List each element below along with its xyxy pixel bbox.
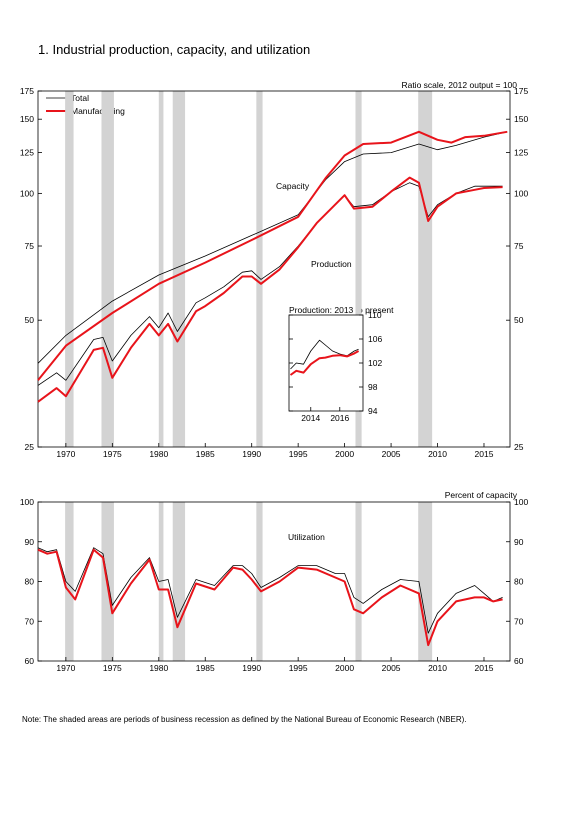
inset-ytick-label-right: 94: [368, 406, 378, 416]
inset-ytick-label-right: 102: [368, 358, 382, 368]
inset-xtick-label: 2016: [330, 413, 349, 423]
levels-ytick-label-left: 175: [20, 86, 34, 96]
utilization-ytick-label-left: 70: [25, 616, 35, 626]
inset-title: Production: 2013 to present: [289, 305, 394, 315]
production-label: Production: [311, 259, 352, 269]
levels-xtick-label: 1970: [56, 449, 75, 459]
utilization-xtick-label: 2005: [382, 663, 401, 673]
levels-capacity-manufacturing-line: [37, 130, 508, 381]
levels-xtick-label: 1985: [196, 449, 215, 459]
levels-recession-band: [158, 91, 164, 447]
levels-xtick-label: 1975: [103, 449, 122, 459]
utilization-xtick-label: 2015: [475, 663, 494, 673]
levels-ytick-label-left: 125: [20, 148, 34, 158]
legend-manufacturing-label: Manufacturing: [71, 106, 125, 116]
levels-ytick-label-left: 100: [20, 188, 34, 198]
utilization-recession-band: [355, 502, 362, 661]
inset-total-line: [290, 339, 359, 370]
levels-recession-band: [418, 91, 433, 447]
utilization-ytick-label-right: 60: [514, 656, 524, 666]
utilization-xtick-label: 1970: [56, 663, 75, 673]
levels-xtick-label: 1995: [289, 449, 308, 459]
utilization-ytick-label-left: 80: [25, 577, 35, 587]
levels-xtick-label: 1980: [149, 449, 168, 459]
levels-recession-band: [256, 91, 263, 447]
utilization-ytick-label-right: 100: [514, 497, 528, 507]
utilization-label: Utilization: [288, 532, 325, 542]
utilization-recession-band: [172, 502, 186, 661]
utilization-ytick-label-right: 70: [514, 616, 524, 626]
levels-ytick-label-right: 175: [514, 86, 528, 96]
levels-ytick-label-right: 100: [514, 188, 528, 198]
utilization-xtick-label: 1995: [289, 663, 308, 673]
levels-xtick-label: 2000: [335, 449, 354, 459]
utilization-ytick-label-right: 80: [514, 577, 524, 587]
levels-xtick-label: 2005: [382, 449, 401, 459]
utilization-xtick-label: 1985: [196, 663, 215, 673]
levels-ytick-label-right: 50: [514, 315, 524, 325]
levels-ytick-label-right: 125: [514, 148, 528, 158]
utilization-ytick-label-right: 90: [514, 537, 524, 547]
utilization-ytick-label-left: 90: [25, 537, 35, 547]
inset-ytick-label-right: 98: [368, 382, 378, 392]
utilization-ytick-label-left: 60: [25, 656, 35, 666]
levels-ytick-label-right: 150: [514, 114, 528, 124]
levels-xtick-label: 2010: [428, 449, 447, 459]
footnote: Note: The shaded areas are periods of bu…: [22, 715, 467, 724]
levels-recession-band: [355, 91, 362, 447]
levels-xtick-label: 2015: [475, 449, 494, 459]
utilization-xtick-label: 1980: [149, 663, 168, 673]
page-title: 1. Industrial production, capacity, and …: [38, 42, 310, 57]
levels-capacity-total-line: [37, 131, 508, 364]
levels-recession-band: [65, 91, 74, 447]
utilization-xtick-label: 2000: [335, 663, 354, 673]
utilization-xtick-label: 2010: [428, 663, 447, 673]
inset-background: [289, 315, 363, 411]
percent-note: Percent of capacity: [445, 490, 518, 500]
utilization-xtick-label: 1990: [242, 663, 261, 673]
levels-ytick-label-right: 25: [514, 442, 524, 452]
utilization-ytick-label-left: 100: [20, 497, 34, 507]
levels-xtick-label: 1990: [242, 449, 261, 459]
levels-ytick-label-left: 150: [20, 114, 34, 124]
utilization-manufacturing-line: [37, 548, 503, 647]
levels-ytick-label-left: 25: [25, 442, 35, 452]
levels-plot-frame: [37, 90, 511, 448]
inset-ytick-label-right: 106: [368, 334, 382, 344]
levels-recession-band: [172, 91, 186, 447]
levels-ytick-label-left: 75: [25, 241, 35, 251]
utilization-recession-band: [418, 502, 433, 661]
levels-production-manufacturing-line: [37, 176, 503, 403]
capacity-label: Capacity: [276, 181, 310, 191]
levels-ytick-label-left: 50: [25, 315, 35, 325]
ratio-scale-note: Ratio scale, 2012 output = 100: [401, 80, 517, 90]
utilization-total-line: [37, 547, 503, 634]
legend-total-label: Total: [71, 93, 89, 103]
levels-recession-band: [101, 91, 114, 447]
inset-manufacturing-line: [289, 350, 360, 376]
levels-ytick-label-right: 75: [514, 241, 524, 251]
inset-xtick-label: 2014: [301, 413, 320, 423]
inset-ytick-label-right: 110: [368, 310, 382, 320]
utilization-recession-band: [158, 502, 164, 661]
utilization-recession-band: [256, 502, 263, 661]
utilization-xtick-label: 1975: [103, 663, 122, 673]
utilization-recession-band: [65, 502, 74, 661]
